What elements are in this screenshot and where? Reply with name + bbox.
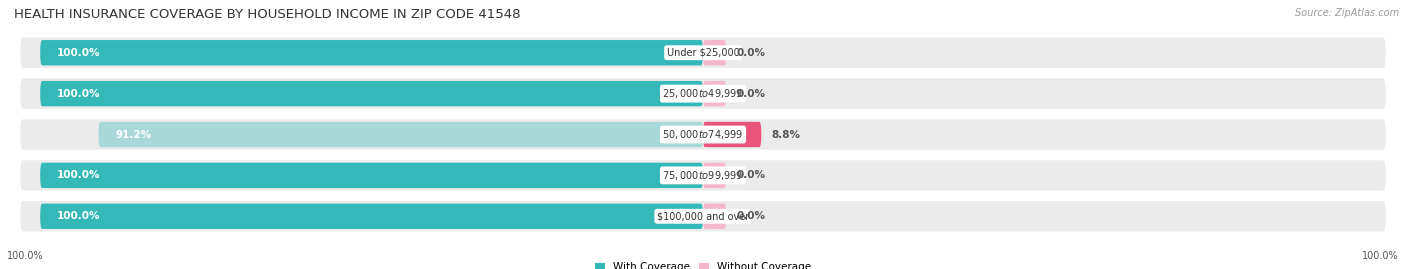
Text: 100.0%: 100.0%: [56, 170, 100, 180]
Text: 8.8%: 8.8%: [772, 129, 800, 140]
Text: 91.2%: 91.2%: [115, 129, 152, 140]
FancyBboxPatch shape: [98, 122, 703, 147]
Legend: With Coverage, Without Coverage: With Coverage, Without Coverage: [591, 258, 815, 269]
Text: 100.0%: 100.0%: [56, 48, 100, 58]
Text: HEALTH INSURANCE COVERAGE BY HOUSEHOLD INCOME IN ZIP CODE 41548: HEALTH INSURANCE COVERAGE BY HOUSEHOLD I…: [14, 8, 520, 21]
FancyBboxPatch shape: [703, 40, 725, 65]
FancyBboxPatch shape: [20, 119, 1386, 150]
Text: 0.0%: 0.0%: [737, 211, 765, 221]
Text: $25,000 to $49,999: $25,000 to $49,999: [662, 87, 744, 100]
FancyBboxPatch shape: [41, 81, 703, 106]
Text: $100,000 and over: $100,000 and over: [657, 211, 749, 221]
Text: 100.0%: 100.0%: [56, 211, 100, 221]
FancyBboxPatch shape: [703, 204, 725, 229]
Text: 0.0%: 0.0%: [737, 89, 765, 99]
Text: 100.0%: 100.0%: [1362, 251, 1399, 261]
Text: 100.0%: 100.0%: [56, 89, 100, 99]
FancyBboxPatch shape: [703, 122, 761, 147]
FancyBboxPatch shape: [41, 163, 703, 188]
Text: 100.0%: 100.0%: [7, 251, 44, 261]
FancyBboxPatch shape: [703, 163, 725, 188]
FancyBboxPatch shape: [703, 81, 725, 106]
Text: Under $25,000: Under $25,000: [666, 48, 740, 58]
FancyBboxPatch shape: [20, 201, 1386, 231]
FancyBboxPatch shape: [20, 160, 1386, 190]
FancyBboxPatch shape: [41, 40, 703, 65]
FancyBboxPatch shape: [41, 204, 703, 229]
Text: 0.0%: 0.0%: [737, 48, 765, 58]
Text: 0.0%: 0.0%: [737, 170, 765, 180]
Text: Source: ZipAtlas.com: Source: ZipAtlas.com: [1295, 8, 1399, 18]
FancyBboxPatch shape: [20, 38, 1386, 68]
FancyBboxPatch shape: [20, 79, 1386, 109]
Text: $50,000 to $74,999: $50,000 to $74,999: [662, 128, 744, 141]
Text: $75,000 to $99,999: $75,000 to $99,999: [662, 169, 744, 182]
